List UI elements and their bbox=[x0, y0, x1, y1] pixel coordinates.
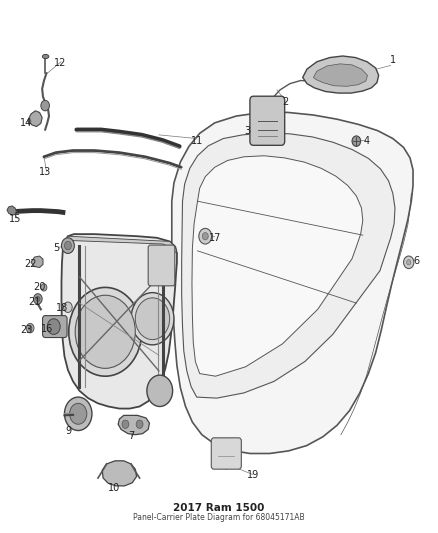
Circle shape bbox=[64, 302, 72, 312]
Polygon shape bbox=[64, 236, 177, 254]
Polygon shape bbox=[61, 234, 177, 409]
Polygon shape bbox=[118, 415, 149, 435]
Text: 11: 11 bbox=[191, 136, 204, 146]
Text: 7: 7 bbox=[128, 431, 134, 441]
FancyBboxPatch shape bbox=[148, 245, 175, 286]
Text: 15: 15 bbox=[9, 214, 21, 224]
Circle shape bbox=[61, 238, 74, 254]
Circle shape bbox=[135, 298, 170, 340]
Circle shape bbox=[34, 294, 42, 304]
Circle shape bbox=[41, 100, 49, 111]
Text: 16: 16 bbox=[41, 324, 53, 334]
FancyBboxPatch shape bbox=[42, 316, 67, 337]
Text: 10: 10 bbox=[108, 483, 120, 494]
Circle shape bbox=[131, 293, 174, 345]
Text: 18: 18 bbox=[56, 303, 68, 313]
Circle shape bbox=[64, 241, 71, 250]
Ellipse shape bbox=[42, 54, 49, 59]
Polygon shape bbox=[31, 256, 43, 268]
Text: 23: 23 bbox=[21, 325, 33, 335]
Polygon shape bbox=[303, 56, 379, 93]
Circle shape bbox=[70, 403, 87, 424]
Text: 4: 4 bbox=[364, 136, 370, 146]
Circle shape bbox=[202, 232, 208, 240]
Circle shape bbox=[28, 326, 32, 330]
Text: 1: 1 bbox=[390, 55, 396, 65]
Polygon shape bbox=[102, 461, 137, 486]
Text: 19: 19 bbox=[247, 471, 259, 480]
Text: 3: 3 bbox=[244, 126, 250, 136]
Circle shape bbox=[41, 284, 47, 291]
Circle shape bbox=[47, 319, 60, 334]
Circle shape bbox=[406, 260, 411, 265]
Polygon shape bbox=[28, 111, 42, 126]
Text: 5: 5 bbox=[53, 243, 59, 253]
Text: Panel-Carrier Plate Diagram for 68045171AB: Panel-Carrier Plate Diagram for 68045171… bbox=[133, 513, 305, 522]
Polygon shape bbox=[172, 112, 413, 454]
FancyBboxPatch shape bbox=[211, 438, 241, 469]
Text: 21: 21 bbox=[28, 297, 41, 307]
Polygon shape bbox=[7, 206, 16, 215]
Polygon shape bbox=[182, 133, 395, 398]
Text: 2017 Ram 1500: 2017 Ram 1500 bbox=[173, 503, 265, 513]
Text: 12: 12 bbox=[54, 58, 67, 68]
Circle shape bbox=[26, 324, 34, 333]
Text: 20: 20 bbox=[33, 282, 46, 293]
Circle shape bbox=[352, 136, 360, 147]
Text: 22: 22 bbox=[25, 259, 37, 269]
Circle shape bbox=[136, 420, 143, 429]
Text: 2: 2 bbox=[283, 97, 289, 107]
Polygon shape bbox=[192, 156, 363, 376]
Circle shape bbox=[147, 375, 173, 407]
Circle shape bbox=[199, 228, 212, 244]
Circle shape bbox=[122, 420, 129, 429]
Polygon shape bbox=[314, 64, 367, 86]
Circle shape bbox=[64, 397, 92, 431]
FancyBboxPatch shape bbox=[250, 96, 285, 146]
Circle shape bbox=[36, 296, 40, 302]
Text: 17: 17 bbox=[208, 233, 221, 243]
Text: 6: 6 bbox=[413, 256, 420, 266]
Circle shape bbox=[69, 287, 142, 376]
Circle shape bbox=[75, 295, 135, 368]
Text: 9: 9 bbox=[66, 426, 72, 436]
Text: 14: 14 bbox=[20, 118, 32, 128]
Text: 13: 13 bbox=[39, 167, 51, 177]
Circle shape bbox=[403, 256, 414, 269]
